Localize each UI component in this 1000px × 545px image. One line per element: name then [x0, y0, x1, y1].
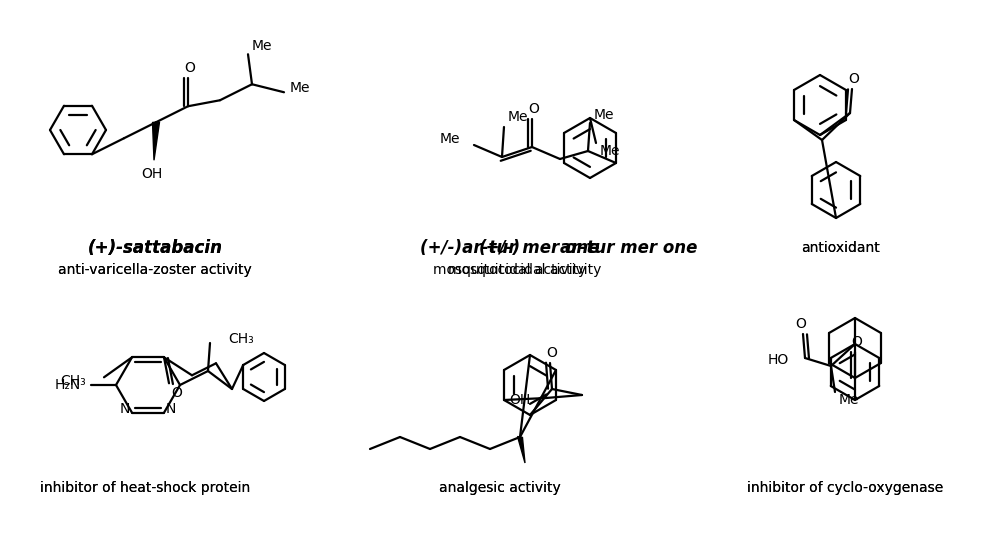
- Text: mosquitocidal activity: mosquitocidal activity: [448, 263, 602, 277]
- Text: O: O: [172, 386, 182, 400]
- Text: Me: Me: [439, 132, 460, 146]
- Text: analgesic activity: analgesic activity: [439, 481, 561, 495]
- Text: H₂N: H₂N: [55, 378, 81, 392]
- Text: anti-varicella-zoster activity: anti-varicella-zoster activity: [58, 263, 252, 277]
- Polygon shape: [518, 437, 525, 463]
- Text: inhibitor of cyclo-oxygenase: inhibitor of cyclo-oxygenase: [747, 481, 943, 495]
- Text: anti-varicella-zoster activity: anti-varicella-zoster activity: [58, 263, 252, 277]
- Text: (+/-): (+/-): [479, 239, 521, 257]
- Text: Me: Me: [839, 393, 859, 407]
- Text: (+)-sattabacin: (+)-sattabacin: [88, 239, 222, 257]
- Text: N: N: [120, 402, 130, 416]
- Text: HO: HO: [768, 353, 789, 367]
- Text: O: O: [547, 346, 557, 360]
- Text: inhibitor of heat-shock protein: inhibitor of heat-shock protein: [40, 481, 250, 495]
- Text: Me: Me: [508, 110, 528, 124]
- Text: N: N: [166, 402, 176, 416]
- Text: O: O: [185, 61, 195, 75]
- Text: (+/-)ar-tur mer one: (+/-)ar-tur mer one: [420, 239, 600, 257]
- Text: antioxidant: antioxidant: [801, 241, 879, 255]
- Text: inhibitor of heat-shock protein: inhibitor of heat-shock protein: [40, 481, 250, 495]
- Text: O: O: [529, 102, 539, 116]
- Text: Me: Me: [600, 144, 620, 158]
- Text: Me: Me: [290, 81, 310, 95]
- Text: mosquitocidal activity: mosquitocidal activity: [433, 263, 587, 277]
- Text: ar-tur mer one: ar-tur mer one: [560, 239, 697, 257]
- Text: CH₃: CH₃: [228, 332, 254, 346]
- Text: Me: Me: [252, 39, 272, 53]
- Text: CH₃: CH₃: [60, 374, 86, 388]
- Text: OH: OH: [510, 393, 531, 407]
- Text: analgesic activity: analgesic activity: [439, 481, 561, 495]
- Text: OH: OH: [141, 167, 163, 181]
- Text: Me: Me: [594, 108, 614, 122]
- Polygon shape: [153, 122, 159, 160]
- Text: (+)-sattabacin: (+)-sattabacin: [88, 239, 222, 257]
- Text: O: O: [849, 72, 859, 86]
- Text: O: O: [852, 335, 862, 349]
- Text: inhibitor of cyclo-oxygenase: inhibitor of cyclo-oxygenase: [747, 481, 943, 495]
- Text: O: O: [796, 317, 806, 331]
- Text: antioxidant: antioxidant: [801, 241, 879, 255]
